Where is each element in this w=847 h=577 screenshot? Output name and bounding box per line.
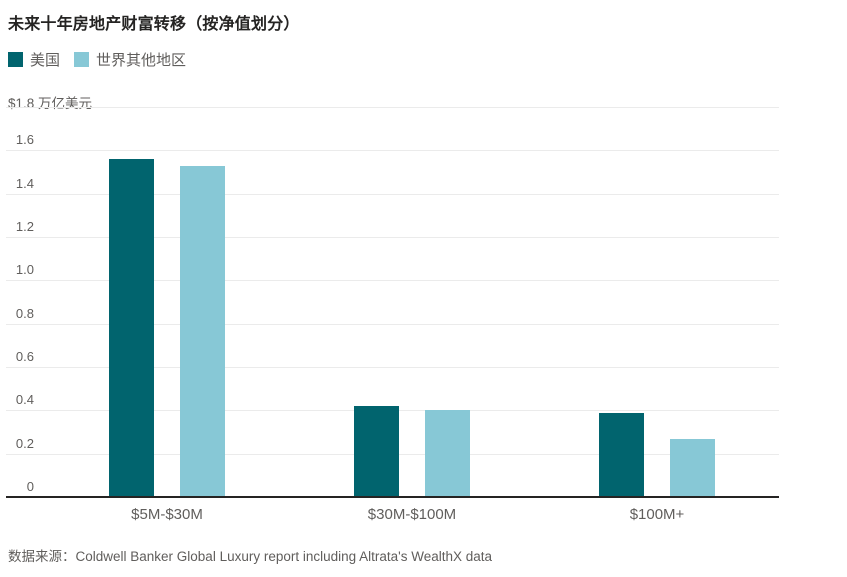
bar-rest-of-world-0 — [180, 166, 225, 498]
x-axis-category-label: $30M-$100M — [367, 506, 457, 523]
y-axis-tick-label: 0 — [26, 479, 34, 494]
x-axis-category-label: $5M-$30M — [131, 506, 203, 523]
gridline — [6, 107, 779, 108]
y-axis-unit-label: $1.8 万亿美元 — [8, 96, 93, 111]
chart-title: 未来十年房地产财富转移（按净值划分） — [8, 16, 300, 33]
legend-swatch-us-icon — [8, 52, 23, 67]
y-axis-tick-label: 1.6 — [15, 132, 34, 147]
x-axis-category-label: $100M+ — [629, 506, 685, 523]
bar-us-1 — [354, 406, 399, 497]
y-axis-tick-label: 1.0 — [15, 262, 34, 277]
x-axis-line — [6, 496, 779, 498]
legend-label-us: 美国 — [30, 52, 61, 69]
y-axis-tick-label: 0.6 — [15, 349, 34, 364]
gridline — [6, 367, 779, 368]
gridline — [6, 324, 779, 325]
y-axis-tick-label: 0.8 — [15, 306, 34, 321]
y-axis-tick-label: 1.4 — [15, 176, 34, 191]
y-axis-tick-label: 0.4 — [15, 392, 34, 407]
gridline — [6, 280, 779, 281]
legend: 美国 世界其他地区 — [8, 49, 186, 70]
y-axis-tick-label: 0.2 — [15, 436, 34, 451]
gridline — [6, 150, 779, 151]
y-axis-tick-label: 1.2 — [15, 219, 34, 234]
bar-rest-of-world-2 — [670, 439, 715, 498]
source-note: 数据来源：Coldwell Banker Global Luxury repor… — [8, 549, 493, 564]
legend-item-us: 美国 — [8, 49, 60, 70]
gridline — [6, 237, 779, 238]
bar-us-0 — [109, 159, 154, 497]
bar-rest-of-world-1 — [425, 410, 470, 497]
legend-swatch-rest-of-world-icon — [74, 52, 90, 67]
legend-item-rest-of-world: 世界其他地区 — [74, 49, 186, 70]
gridline — [6, 194, 779, 195]
legend-label-rest-of-world: 世界其他地区 — [96, 52, 187, 69]
bar-us-2 — [599, 413, 644, 498]
